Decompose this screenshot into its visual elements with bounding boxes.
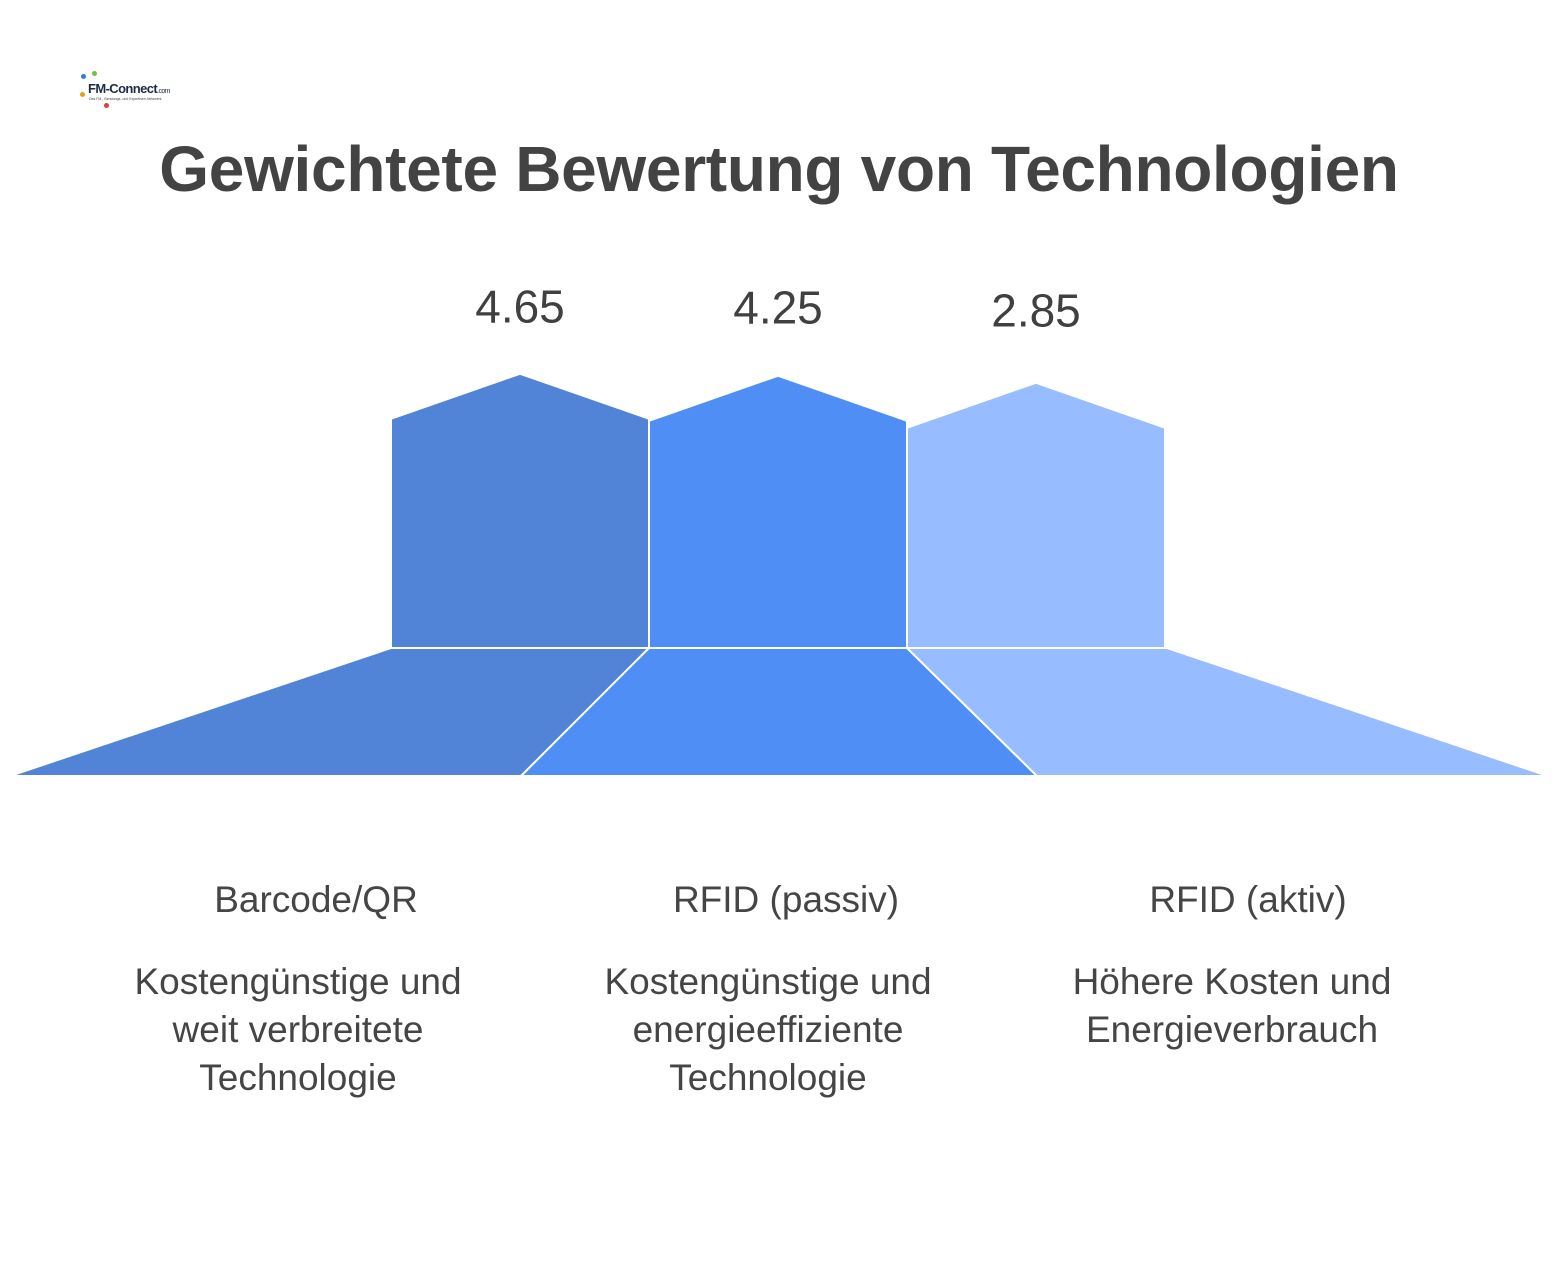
category-description-3: Höhere Kosten und Energieverbrauch [1072, 961, 1392, 1050]
bar-1 [390, 372, 650, 649]
logo-wordmark: FM-Connect.com [88, 81, 170, 96]
category-description-1: Kostengünstige und weit verbreitete Tech… [134, 961, 462, 1098]
fm-connect-logo: FM-Connect.com Das FM-, Beratungs- und E… [78, 70, 170, 112]
category-label-2: RFID (passiv) [672, 879, 900, 920]
value-label-1: 4.65 [475, 281, 565, 333]
category-label-3: RFID (aktiv) [1149, 879, 1347, 920]
bar-2 [648, 374, 908, 649]
value-label-2: 4.25 [733, 282, 823, 334]
value-label-3: 2.85 [991, 284, 1081, 336]
category-label-1: Barcode/QR [214, 879, 418, 920]
page-title: Gewichtete Bewertung von Technologien [159, 133, 1399, 205]
logo-tagline: Das FM-, Beratungs- und Expertisen-Netzw… [89, 97, 162, 101]
category-description-2: Kostengünstige und energieeffiziente Tec… [604, 961, 932, 1098]
bar-3 [906, 381, 1166, 649]
